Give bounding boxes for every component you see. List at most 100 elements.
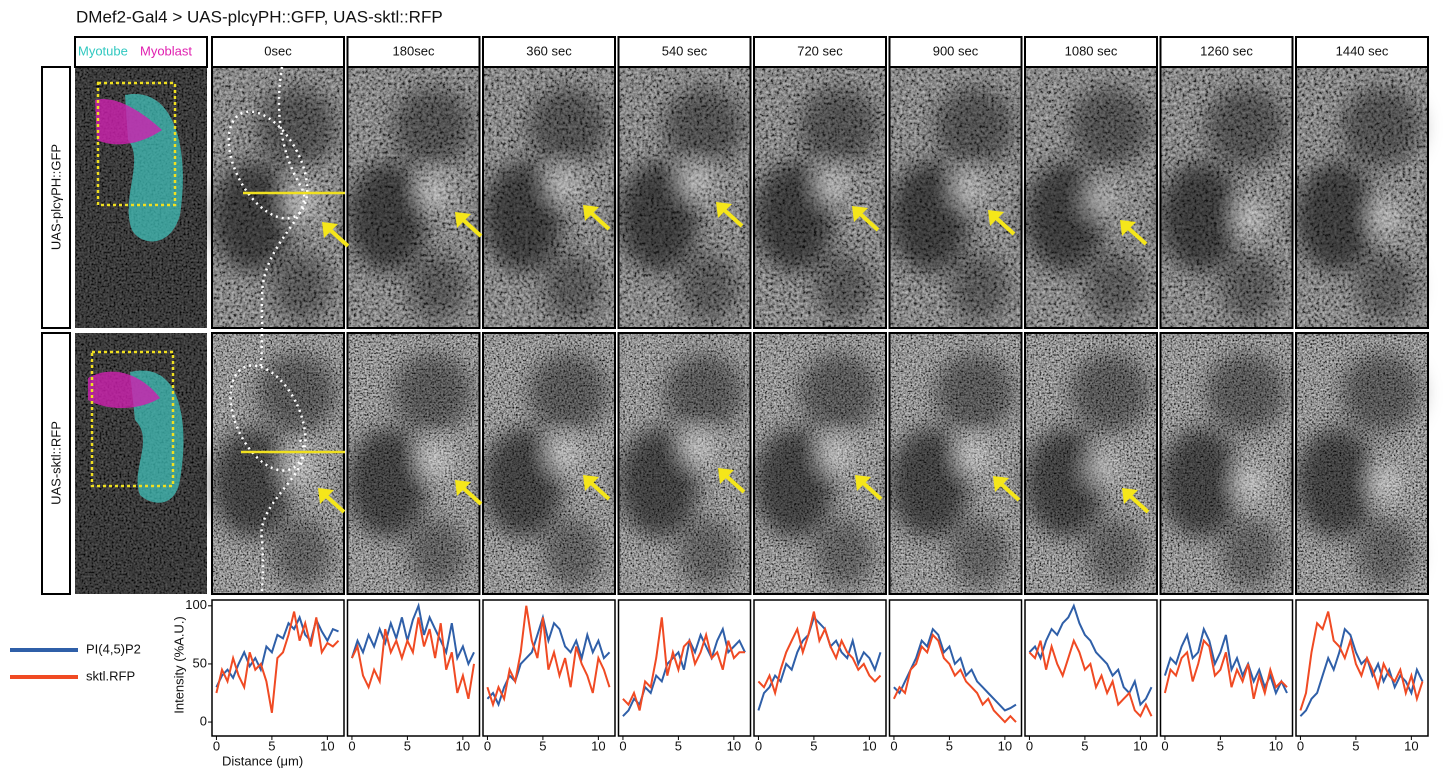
time-label: 720 sec: [797, 43, 843, 58]
column-header: [617, 36, 752, 68]
dark-cell: [799, 353, 879, 433]
plot-frame: [346, 599, 481, 737]
dark-cell: [212, 162, 292, 272]
dark-cell: [272, 518, 332, 588]
micrograph-structure: [889, 353, 1015, 588]
dark-cell: [814, 518, 874, 588]
dark-cell: [1070, 87, 1150, 167]
row-label-box: [41, 66, 71, 329]
dark-cell: [392, 87, 473, 167]
y-axis-label: Intensity (%A.U.): [171, 616, 186, 714]
dark-cell: [618, 428, 699, 538]
intensity-line: [893, 627, 1017, 712]
dark-cell: [814, 252, 874, 322]
intensity-line: [622, 617, 745, 711]
dark-cell: [1205, 87, 1286, 167]
bright-spot: [818, 172, 846, 200]
dark-cell: [1085, 252, 1145, 322]
bright-spot: [549, 171, 577, 199]
dark-cell: [543, 252, 603, 322]
time-label: 0sec: [264, 43, 292, 58]
dark-cell: [528, 87, 608, 167]
dark-cell: [934, 353, 1015, 433]
dark-cell: [392, 353, 473, 433]
panel-frame: [1295, 332, 1429, 595]
dark-cell: [754, 428, 834, 538]
panel-frame: [753, 332, 887, 595]
dark-cell: [1025, 428, 1105, 538]
dark-cell: [1296, 162, 1376, 272]
arrow-shaft: [992, 214, 1016, 236]
arrow-shaft: [1124, 224, 1148, 246]
plot-frame: [211, 599, 345, 737]
micrograph-structure: [347, 87, 473, 322]
x-tick-label: 10: [591, 738, 605, 753]
dark-cell: [1341, 87, 1421, 167]
bright-spot: [1236, 469, 1265, 497]
bright-spot: [549, 441, 577, 469]
dark-cell: [257, 353, 337, 433]
dark-cell: [1160, 162, 1241, 272]
bright-spot: [1372, 203, 1400, 231]
arrow-head: [1122, 488, 1138, 504]
bright-spot: [682, 168, 710, 196]
dark-cell: [1070, 353, 1150, 433]
row-label: UAS-plcγPH::GFP: [48, 144, 63, 250]
roi-box: [96, 81, 177, 207]
dark-cell: [1356, 518, 1416, 588]
micrograph-structure: [1160, 353, 1286, 588]
arrow-head: [583, 475, 599, 491]
arrow-head: [1120, 220, 1136, 236]
micrograph-structure: [347, 353, 473, 588]
dark-cell: [1025, 162, 1105, 272]
arrow-head: [716, 202, 732, 218]
dark-cell: [1160, 428, 1241, 538]
dark-cell: [407, 518, 468, 588]
plot-frame: [617, 599, 752, 737]
x-tick-label: 0: [213, 738, 220, 753]
x-tick-label: 10: [862, 738, 876, 753]
myoblast-region: [88, 371, 160, 409]
bright-spot: [288, 188, 316, 216]
x-tick-label: 0: [1161, 738, 1168, 753]
column-header: [1159, 36, 1294, 68]
x-tick-label: 0: [484, 738, 491, 753]
roi-box: [90, 350, 175, 488]
arrow-shaft: [322, 492, 346, 514]
x-tick-label: 5: [1352, 738, 1359, 753]
time-label: 1260 sec: [1200, 43, 1253, 58]
micrograph-structure: [483, 87, 608, 322]
micrograph-structure: [754, 87, 879, 322]
dark-cell: [889, 428, 970, 538]
time-label: 900 sec: [933, 43, 979, 58]
panel-frame: [211, 332, 345, 595]
x-tick-label: 5: [675, 738, 682, 753]
bright-spot: [421, 446, 449, 474]
micrograph-structure: [618, 87, 744, 322]
bright-spot: [1086, 186, 1114, 214]
dark-cell: [347, 428, 428, 538]
arrow-shaft: [1126, 492, 1150, 514]
x-tick-label: 0: [890, 738, 897, 753]
bright-spot: [954, 176, 982, 204]
bright-spot: [684, 434, 712, 462]
x-tick-label: 5: [1081, 738, 1088, 753]
arrow-shaft: [722, 472, 746, 494]
dark-cell: [618, 162, 699, 272]
x-tick-label: 0: [1026, 738, 1033, 753]
y-tick-label: 50: [193, 655, 207, 670]
x-tick-label: 0: [348, 738, 355, 753]
arrow-head: [318, 488, 334, 504]
micrograph-structure: [889, 87, 1015, 322]
dark-cell: [1220, 252, 1281, 322]
overlay-layer: [90, 66, 1150, 595]
intensity-line: [350, 617, 475, 700]
intensity-line: [1299, 611, 1424, 711]
dark-cell: [257, 87, 337, 167]
panel-frame: [346, 332, 481, 595]
dark-cell: [347, 162, 428, 272]
myoblast-region: [95, 99, 162, 145]
